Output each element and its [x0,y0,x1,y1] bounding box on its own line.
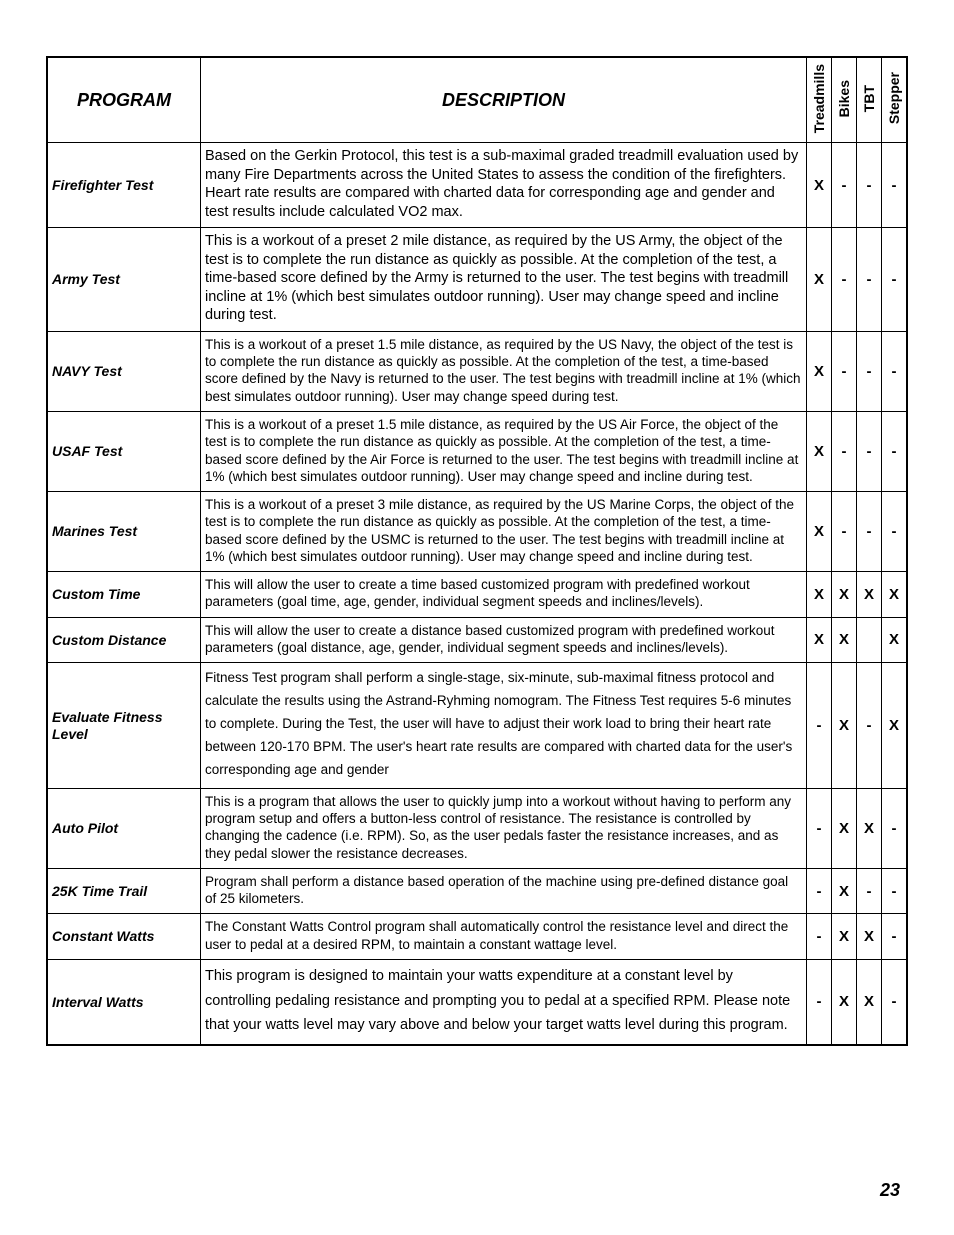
equipment-mark: X [832,914,857,960]
program-name: Custom Distance [47,617,201,663]
equipment-mark: - [807,959,832,1044]
table-row: Army TestThis is a workout of a preset 2… [47,228,907,332]
table-row: Auto PilotThis is a program that allows … [47,788,907,868]
equipment-mark: - [857,663,882,789]
program-description: This is a program that allows the user t… [201,788,807,868]
program-description: Based on the Gerkin Protocol, this test … [201,143,807,228]
program-name: Army Test [47,228,201,332]
col-header-program: PROGRAM [47,57,201,143]
equipment-mark: X [832,617,857,663]
program-table: PROGRAM DESCRIPTION Treadmills Bikes TBT… [46,56,908,1046]
equipment-mark: - [857,411,882,491]
table-body: Firefighter TestBased on the Gerkin Prot… [47,143,907,1045]
equipment-mark: - [807,663,832,789]
program-description: This will allow the user to create a tim… [201,572,807,618]
equipment-mark: X [832,663,857,789]
equipment-mark: - [882,959,908,1044]
page-number: 23 [880,1180,900,1201]
equipment-mark: - [857,143,882,228]
table-row: USAF TestThis is a workout of a preset 1… [47,411,907,491]
equipment-mark: X [807,411,832,491]
equipment-mark: - [882,788,908,868]
equipment-mark: - [882,492,908,572]
equipment-mark: - [857,868,882,914]
table-row: 25K Time TrailProgram shall perform a di… [47,868,907,914]
program-name: 25K Time Trail [47,868,201,914]
equipment-mark: X [882,617,908,663]
program-name: Evaluate Fitness Level [47,663,201,789]
program-description: This is a workout of a preset 2 mile dis… [201,228,807,332]
program-name: Marines Test [47,492,201,572]
program-name: Firefighter Test [47,143,201,228]
equipment-mark: X [882,663,908,789]
equipment-mark: X [807,331,832,411]
table-row: Interval WattsThis program is designed t… [47,959,907,1044]
col-header-tbt: TBT [857,57,882,143]
col-header-treadmills: Treadmills [807,57,832,143]
program-name: USAF Test [47,411,201,491]
equipment-mark: - [807,914,832,960]
program-description: This is a workout of a preset 1.5 mile d… [201,331,807,411]
col-header-stepper: Stepper [882,57,908,143]
equipment-mark: X [807,617,832,663]
equipment-mark: X [857,914,882,960]
equipment-mark: X [807,143,832,228]
table-row: Evaluate Fitness Level Fitness Test prog… [47,663,907,789]
equipment-mark: - [807,868,832,914]
equipment-mark: - [882,411,908,491]
table-header-row: PROGRAM DESCRIPTION Treadmills Bikes TBT… [47,57,907,143]
table-row: Custom Time This will allow the user to … [47,572,907,618]
equipment-mark: - [832,228,857,332]
equipment-mark: - [882,143,908,228]
equipment-mark: X [807,572,832,618]
equipment-mark: - [832,411,857,491]
equipment-mark: X [857,788,882,868]
equipment-mark: X [832,788,857,868]
program-name: Constant Watts [47,914,201,960]
equipment-mark [857,617,882,663]
equipment-mark: - [857,331,882,411]
col-header-bikes: Bikes [832,57,857,143]
equipment-mark: - [832,143,857,228]
equipment-mark: - [882,331,908,411]
equipment-mark: X [807,492,832,572]
table-row: Marines TestThis is a workout of a prese… [47,492,907,572]
equipment-mark: X [857,572,882,618]
equipment-mark: X [832,959,857,1044]
program-description: The Constant Watts Control program shall… [201,914,807,960]
table-row: Firefighter TestBased on the Gerkin Prot… [47,143,907,228]
table-row: Custom DistanceThis will allow the user … [47,617,907,663]
equipment-mark: - [807,788,832,868]
program-description: Fitness Test program shall perform a sin… [201,663,807,789]
program-name: NAVY Test [47,331,201,411]
equipment-mark: X [807,228,832,332]
equipment-mark: X [882,572,908,618]
program-description: This is a workout of a preset 1.5 mile d… [201,411,807,491]
equipment-mark: - [832,492,857,572]
table-row: Constant WattsThe Constant Watts Control… [47,914,907,960]
program-name: Custom Time [47,572,201,618]
document-page: PROGRAM DESCRIPTION Treadmills Bikes TBT… [0,0,954,1235]
equipment-mark: - [882,914,908,960]
equipment-mark: - [882,228,908,332]
program-description: This is a workout of a preset 3 mile dis… [201,492,807,572]
program-description: Program shall perform a distance based o… [201,868,807,914]
equipment-mark: X [832,572,857,618]
col-header-description: DESCRIPTION [201,57,807,143]
equipment-mark: X [832,868,857,914]
equipment-mark: - [857,492,882,572]
equipment-mark: - [857,228,882,332]
program-description: This will allow the user to create a dis… [201,617,807,663]
equipment-mark: X [857,959,882,1044]
program-description: This program is designed to maintain you… [201,959,807,1044]
table-row: NAVY TestThis is a workout of a preset 1… [47,331,907,411]
equipment-mark: - [832,331,857,411]
program-name: Auto Pilot [47,788,201,868]
equipment-mark: - [882,868,908,914]
program-name: Interval Watts [47,959,201,1044]
